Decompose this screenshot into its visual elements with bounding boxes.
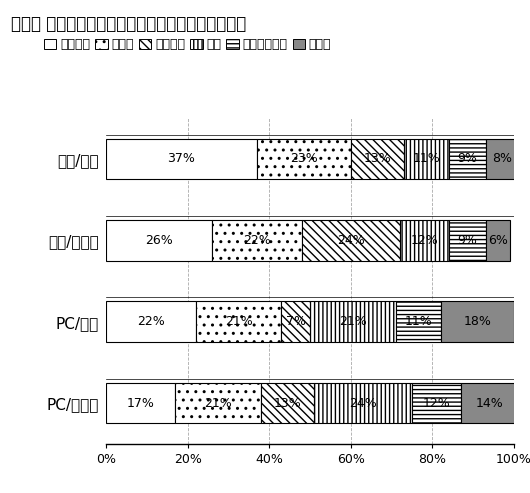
Text: 11%: 11% — [412, 152, 440, 166]
Text: 22%: 22% — [243, 234, 271, 247]
Text: 18%: 18% — [463, 315, 491, 328]
Bar — [106, 383, 175, 423]
Bar — [440, 301, 514, 342]
Bar — [485, 220, 510, 261]
Text: 21%: 21% — [339, 315, 367, 328]
Text: 17%: 17% — [127, 396, 155, 410]
Bar — [449, 220, 485, 261]
Text: 7%: 7% — [286, 315, 306, 328]
Text: 12%: 12% — [410, 234, 438, 247]
Bar — [106, 220, 212, 261]
Bar — [314, 383, 412, 423]
Bar — [449, 139, 485, 179]
Text: 24%: 24% — [337, 234, 365, 247]
Bar — [261, 383, 314, 423]
Text: 14%: 14% — [476, 396, 503, 410]
Text: 13%: 13% — [364, 152, 391, 166]
Bar — [196, 301, 281, 342]
Bar — [461, 383, 518, 423]
Bar — [400, 220, 449, 261]
Text: 図表４ 依存・非依存で最もよく利用する機能の比較: 図表４ 依存・非依存で最もよく利用する機能の比較 — [11, 15, 246, 33]
Bar — [106, 301, 196, 342]
Bar — [396, 301, 440, 342]
Text: 26%: 26% — [145, 234, 173, 247]
Bar — [257, 139, 351, 179]
Text: 9%: 9% — [457, 234, 477, 247]
Text: 11%: 11% — [404, 315, 432, 328]
Text: 21%: 21% — [205, 396, 232, 410]
Text: 6%: 6% — [488, 234, 508, 247]
Bar — [175, 383, 261, 423]
Text: 13%: 13% — [273, 396, 302, 410]
Text: 8%: 8% — [492, 152, 512, 166]
Bar — [351, 139, 404, 179]
Text: 21%: 21% — [225, 315, 252, 328]
Text: 23%: 23% — [290, 152, 318, 166]
Bar — [412, 383, 461, 423]
Bar — [302, 220, 400, 261]
Text: 24%: 24% — [349, 396, 377, 410]
Bar — [404, 139, 449, 179]
Bar — [106, 139, 257, 179]
Text: 9%: 9% — [457, 152, 477, 166]
Bar — [281, 301, 310, 342]
Text: 37%: 37% — [167, 152, 196, 166]
Text: 22%: 22% — [137, 315, 165, 328]
Bar — [212, 220, 302, 261]
Bar — [310, 301, 396, 342]
Text: 12%: 12% — [423, 396, 450, 410]
Bar — [485, 139, 518, 179]
Legend: つぶやき, アプリ, ニュース, 日記, コミュニティ, その他: つぶやき, アプリ, ニュース, 日記, コミュニティ, その他 — [39, 34, 337, 57]
